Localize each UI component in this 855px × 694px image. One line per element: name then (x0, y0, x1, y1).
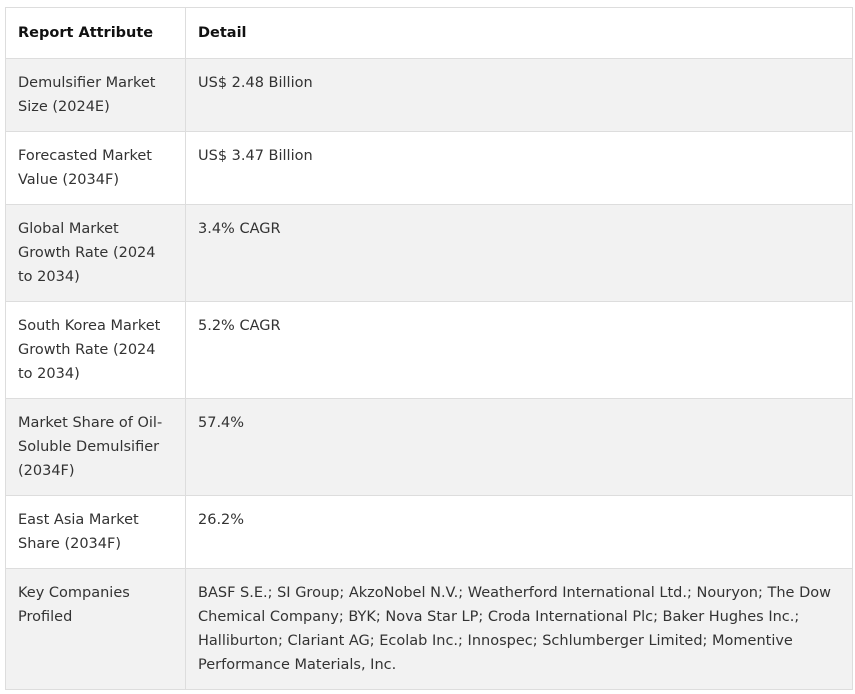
row-attribute: Key Companies Profiled (5, 568, 186, 690)
table-row: Demulsifier Market Size (2024E) US$ 2.48… (5, 58, 853, 132)
row-attribute: Global Market Growth Rate (2024 to 2034) (5, 204, 186, 302)
report-attributes-table: Report Attribute Detail Demulsifier Mark… (5, 7, 853, 690)
row-detail: 26.2% (185, 495, 853, 569)
row-attribute: East Asia Market Share (2034F) (5, 495, 186, 569)
header-detail: Detail (185, 7, 853, 59)
row-attribute: South Korea Market Growth Rate (2024 to … (5, 301, 186, 399)
table-header-row: Report Attribute Detail (5, 7, 853, 59)
row-attribute: Market Share of Oil-Soluble Demulsifier … (5, 398, 186, 496)
row-detail: US$ 2.48 Billion (185, 58, 853, 132)
row-attribute: Forecasted Market Value (2034F) (5, 131, 186, 205)
table-row: South Korea Market Growth Rate (2024 to … (5, 301, 853, 399)
row-detail: 57.4% (185, 398, 853, 496)
row-detail: 3.4% CAGR (185, 204, 853, 302)
table-row: Key Companies Profiled BASF S.E.; SI Gro… (5, 568, 853, 690)
row-attribute: Demulsifier Market Size (2024E) (5, 58, 186, 132)
row-detail: BASF S.E.; SI Group; AkzoNobel N.V.; Wea… (185, 568, 853, 690)
table-row: Market Share of Oil-Soluble Demulsifier … (5, 398, 853, 496)
report-table-container: Report Attribute Detail Demulsifier Mark… (5, 7, 853, 690)
table-row: Global Market Growth Rate (2024 to 2034)… (5, 204, 853, 302)
row-detail: 5.2% CAGR (185, 301, 853, 399)
table-row: East Asia Market Share (2034F) 26.2% (5, 495, 853, 569)
row-detail: US$ 3.47 Billion (185, 131, 853, 205)
header-report-attribute: Report Attribute (5, 7, 186, 59)
table-row: Forecasted Market Value (2034F) US$ 3.47… (5, 131, 853, 205)
